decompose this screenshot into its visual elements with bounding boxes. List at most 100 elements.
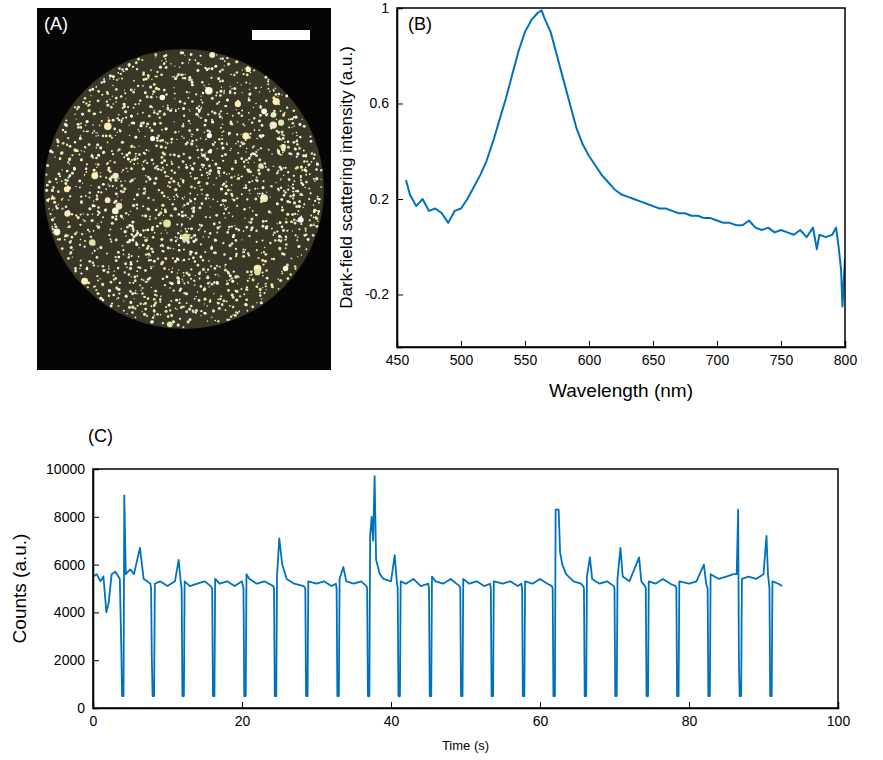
speckle [163, 195, 166, 198]
speckle [268, 210, 271, 213]
speckle [131, 159, 133, 161]
speckle [251, 180, 253, 182]
speckle [171, 161, 173, 163]
speckle [175, 240, 177, 242]
speckle [235, 298, 238, 301]
speckle [218, 113, 220, 115]
speckle [195, 312, 197, 314]
speckle [202, 92, 204, 94]
speckle [163, 267, 166, 270]
speckle [108, 289, 111, 292]
speckle [168, 269, 170, 271]
speckle [110, 305, 113, 308]
speckle [131, 311, 133, 313]
speckle [255, 87, 258, 90]
speckle [252, 278, 255, 281]
speckle [66, 143, 68, 145]
speckle [183, 153, 185, 155]
x-tick: 700 [706, 341, 730, 368]
x-tick-label: 80 [682, 713, 698, 729]
speckle [144, 160, 146, 162]
speckle [125, 212, 128, 215]
speckle [228, 132, 231, 135]
speckle [110, 240, 112, 242]
speckle [163, 89, 166, 92]
speckle [96, 275, 98, 277]
x-tick-mark [689, 702, 690, 708]
speckle [142, 122, 145, 125]
speckle [256, 266, 257, 267]
speckle [250, 72, 251, 73]
speckle [249, 93, 251, 95]
speckle [200, 243, 202, 245]
speckle [137, 129, 139, 131]
speckle [221, 142, 224, 145]
speckle [74, 233, 77, 236]
speckle [191, 135, 192, 136]
speckle [260, 105, 262, 107]
speckle [97, 132, 98, 133]
speckle [303, 125, 306, 128]
speckle [246, 168, 248, 170]
speckle [189, 172, 191, 174]
speckle [205, 271, 207, 273]
y-axis: 0200040006000800010000 [46, 461, 99, 716]
speckle [142, 165, 143, 166]
speckle [205, 157, 207, 159]
speckle [201, 202, 204, 205]
speckle [120, 180, 122, 182]
x-tick-label: 800 [834, 352, 858, 368]
speckle [117, 117, 119, 119]
speckle [297, 236, 299, 238]
speckle [256, 138, 257, 139]
speckle [109, 177, 112, 180]
speckle [109, 170, 112, 173]
speckle [90, 236, 92, 238]
speckle [310, 224, 312, 226]
speckle [297, 256, 298, 257]
speckle [197, 182, 199, 184]
speckle [133, 282, 135, 284]
x-axis-title: Time (s) [442, 738, 489, 753]
speckle [303, 203, 305, 205]
speckle [81, 150, 82, 151]
speckle [242, 142, 245, 145]
speckle [179, 318, 181, 320]
speckle [80, 272, 82, 274]
speckle [251, 305, 254, 308]
speckle [129, 135, 130, 136]
speckle [273, 123, 275, 125]
speckle [145, 229, 147, 231]
speckle [285, 221, 288, 224]
speckle [235, 290, 237, 292]
speckle [278, 120, 284, 126]
speckle [68, 212, 71, 215]
speckle [208, 171, 209, 172]
speckle [164, 284, 166, 286]
speckle [182, 107, 185, 110]
speckle [179, 66, 181, 68]
speckle [265, 225, 268, 228]
speckle [197, 194, 199, 196]
speckle [297, 214, 298, 215]
speckle [237, 100, 239, 102]
speckle [75, 214, 77, 216]
speckle [140, 122, 142, 124]
speckle [183, 275, 185, 277]
speckle [169, 154, 171, 156]
speckle [279, 279, 282, 282]
speckle [120, 95, 123, 98]
y-tick-mark [93, 565, 99, 566]
plot-frame [93, 469, 838, 708]
speckle [53, 201, 56, 204]
speckle [88, 143, 91, 146]
speckle [167, 185, 169, 187]
speckle [300, 179, 302, 181]
speckle [197, 264, 200, 267]
speckle [228, 226, 230, 228]
y-axis-title: Counts (a.u.) [9, 534, 30, 644]
speckle [121, 171, 122, 172]
speckle [311, 225, 312, 226]
speckle [272, 234, 274, 236]
speckle [220, 110, 222, 112]
